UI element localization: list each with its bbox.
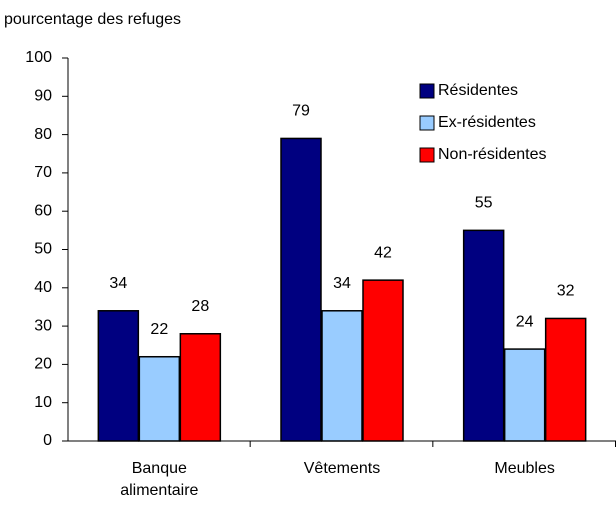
- y-axis-label: pourcentage des refuges: [4, 11, 181, 28]
- y-tick-label: 100: [25, 49, 52, 66]
- data-label: 55: [475, 195, 493, 212]
- x-tick-label: Vêtements: [303, 460, 381, 477]
- legend-label: Résidentes: [438, 82, 518, 99]
- bar: [97, 310, 140, 442]
- bar: [544, 317, 587, 442]
- y-tick-label: 60: [34, 202, 52, 219]
- legend-label: Ex-résidentes: [438, 114, 536, 131]
- data-label: 24: [516, 313, 534, 330]
- legend-swatch: [419, 115, 435, 131]
- data-label: 34: [109, 275, 127, 292]
- data-label: 28: [191, 298, 209, 315]
- y-tick-label: 90: [34, 88, 52, 105]
- bar: [321, 310, 363, 442]
- y-tick-label: 80: [34, 126, 52, 143]
- data-label: 79: [292, 103, 310, 120]
- bar: [462, 229, 505, 442]
- bar: [362, 279, 404, 442]
- y-tick-label: 20: [34, 356, 52, 373]
- legend-swatch: [419, 83, 435, 99]
- y-tick-label: 70: [34, 164, 52, 181]
- x-tick-label: Banque alimentaire: [120, 460, 199, 499]
- x-tick-label: Meubles: [494, 460, 555, 477]
- bar: [280, 137, 322, 442]
- legend-swatch: [419, 147, 435, 163]
- y-tick-label: 50: [34, 241, 52, 258]
- data-label: 42: [374, 244, 392, 261]
- bar: [503, 348, 546, 442]
- data-label: 34: [333, 275, 351, 292]
- bar: [138, 355, 181, 442]
- y-tick-label: 10: [34, 394, 52, 411]
- legend-label: Non-résidentes: [438, 146, 547, 163]
- data-label: 22: [150, 321, 168, 338]
- y-tick-label: 40: [34, 279, 52, 296]
- y-tick-label: 30: [34, 317, 52, 334]
- data-label: 32: [557, 283, 575, 300]
- y-tick-label: 0: [43, 432, 52, 449]
- bar: [179, 333, 222, 442]
